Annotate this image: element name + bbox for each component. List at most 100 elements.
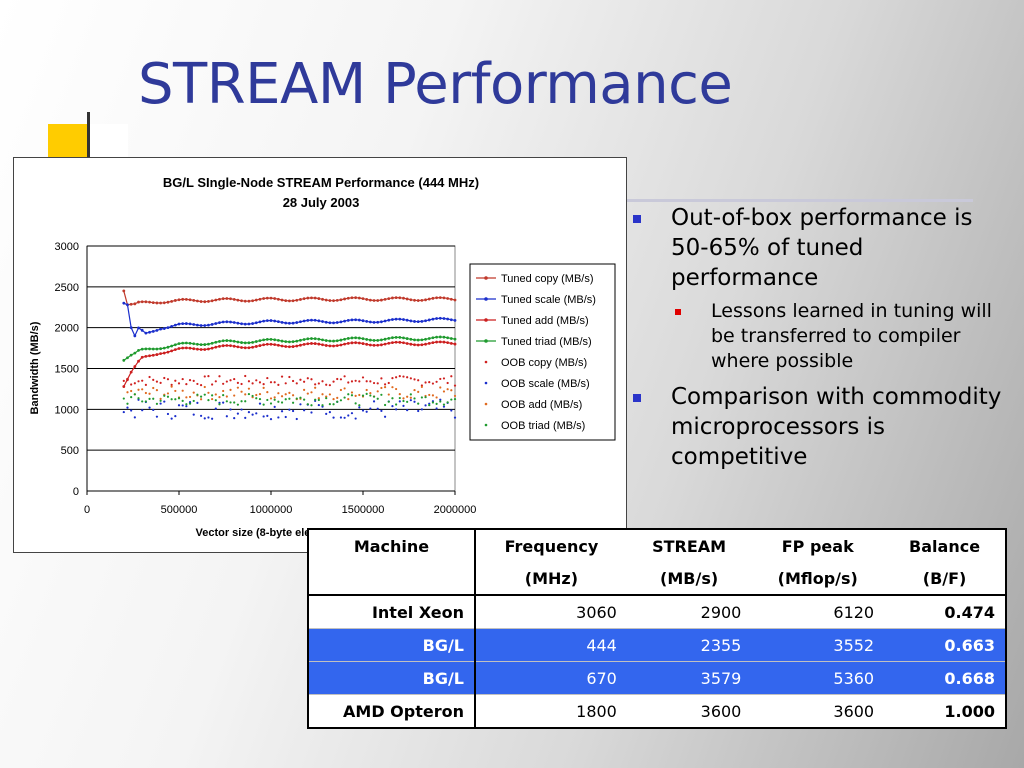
series-marker <box>357 341 361 345</box>
oob-data-point <box>177 404 181 407</box>
series-marker <box>398 317 402 321</box>
series-marker <box>184 346 188 350</box>
series-marker <box>210 341 214 345</box>
series-marker <box>394 317 398 321</box>
series-marker <box>181 341 185 345</box>
oob-data-point <box>196 401 199 404</box>
oob-data-point <box>395 376 398 379</box>
series-marker <box>188 341 192 345</box>
series-marker <box>346 337 350 340</box>
series-marker <box>196 342 199 346</box>
oob-data-point <box>291 409 295 413</box>
oob-data-point <box>439 398 442 401</box>
bullet-item: Comparison with commodity microprocessor… <box>633 382 1003 472</box>
oob-data-point <box>258 397 262 401</box>
oob-data-point <box>365 392 368 395</box>
oob-data-point <box>450 389 453 392</box>
series-marker <box>232 321 236 324</box>
oob-data-point <box>170 417 173 420</box>
oob-data-point <box>406 376 409 379</box>
series-marker <box>335 344 339 348</box>
oob-data-point <box>280 410 284 413</box>
series-marker <box>310 318 313 322</box>
series-marker <box>140 300 144 304</box>
series-marker <box>427 318 431 322</box>
series-marker <box>254 298 258 302</box>
oob-data-point <box>376 397 379 400</box>
series-marker <box>229 339 232 343</box>
series-marker <box>221 344 225 348</box>
oob-data-point <box>369 392 372 395</box>
oob-data-point <box>295 417 298 421</box>
header-balance-unit: (B/F) <box>884 562 1006 596</box>
legend-entry: Tuned triad (MB/s) <box>501 336 592 348</box>
y-tick-label: 0 <box>73 486 79 498</box>
series-marker <box>420 338 424 342</box>
oob-data-point <box>299 396 302 399</box>
oob-data-point <box>188 402 192 405</box>
series-marker <box>170 344 174 348</box>
oob-data-point <box>148 397 151 400</box>
oob-data-point <box>413 397 416 400</box>
oob-data-point <box>424 396 427 399</box>
series-marker <box>280 344 284 348</box>
oob-data-point <box>214 380 217 383</box>
oob-data-point <box>181 389 184 392</box>
oob-data-point <box>295 382 298 385</box>
oob-data-point <box>310 404 313 407</box>
oob-data-point <box>229 379 232 382</box>
oob-data-point <box>299 403 302 406</box>
oob-data-point <box>417 379 420 382</box>
series-marker <box>387 336 391 340</box>
oob-data-point <box>192 379 195 382</box>
oob-data-point <box>442 403 446 406</box>
series-marker <box>424 298 427 302</box>
oob-data-point <box>387 400 390 403</box>
oob-data-point <box>244 393 247 396</box>
oob-data-point <box>266 398 269 402</box>
oob-data-point <box>291 401 295 404</box>
oob-data-point <box>361 376 365 379</box>
series-marker <box>372 343 376 347</box>
cell-stream: 2355 <box>626 628 752 662</box>
series-marker <box>214 322 218 325</box>
series-marker <box>129 326 133 330</box>
oob-data-point <box>450 409 453 412</box>
oob-data-point <box>446 388 449 391</box>
oob-data-point <box>196 393 199 396</box>
series-marker <box>221 339 225 343</box>
series-marker <box>214 345 218 349</box>
series-marker <box>265 338 269 341</box>
oob-data-point <box>303 380 306 383</box>
legend-entry: OOB add (MB/s) <box>501 399 582 411</box>
series-marker <box>442 296 446 300</box>
oob-data-point <box>347 393 350 396</box>
series-marker <box>144 331 148 335</box>
series-marker <box>346 296 350 300</box>
series-marker <box>438 335 442 339</box>
series-marker <box>302 338 306 341</box>
series-marker <box>251 322 255 325</box>
series-marker <box>398 340 402 344</box>
oob-data-point <box>431 382 435 385</box>
series-marker <box>321 297 324 301</box>
series-marker <box>262 297 266 300</box>
legend-swatch-marker <box>484 339 488 343</box>
oob-data-point <box>358 393 361 397</box>
series-marker <box>262 343 266 347</box>
series-marker <box>254 340 258 343</box>
oob-data-point <box>141 379 144 382</box>
series-marker <box>449 341 453 345</box>
oob-data-point <box>211 383 214 386</box>
oob-data-point <box>214 393 217 396</box>
oob-data-point <box>170 385 173 388</box>
series-marker <box>380 320 383 324</box>
series-marker <box>243 346 247 350</box>
oob-data-point <box>166 395 170 398</box>
series-marker <box>251 340 255 344</box>
series-marker <box>409 319 413 323</box>
oob-data-point <box>343 387 346 390</box>
oob-data-point <box>144 391 147 395</box>
oob-data-point <box>369 380 372 383</box>
series-marker <box>225 320 229 324</box>
